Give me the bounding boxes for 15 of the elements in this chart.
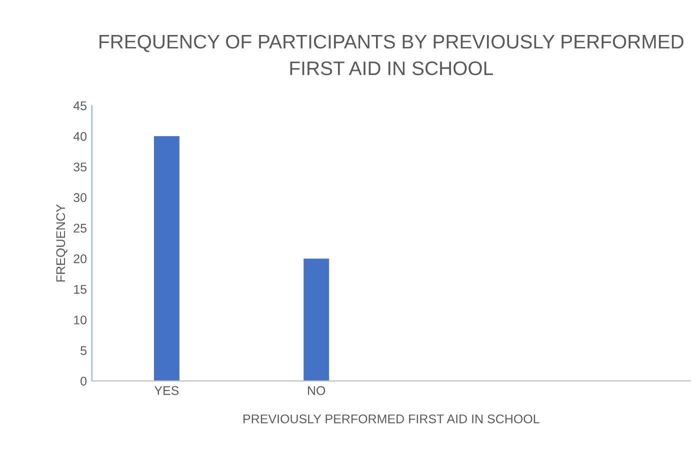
y-tick-label: 30	[74, 193, 87, 202]
y-tick-label: 20	[74, 254, 87, 264]
y-axis-title: FREQUENCY	[56, 204, 68, 282]
y-tick-label: 45	[73, 102, 86, 110]
x-axis-title: PREVIOUSLY PERFORMED FIRST AID IN SCHOOL	[244, 414, 540, 424]
y-tick-label: 5	[80, 346, 86, 356]
y-tick-label: 15	[74, 285, 86, 294]
chart-title: FREQUENCY OF PARTICIPANTS BY PREVIOUSLY PERFORMED FIRST AID IN SCHOOL	[100, 34, 684, 76]
y-tick-label: 40	[73, 132, 87, 141]
x-tick-label: YES	[154, 386, 179, 396]
y-tick-label: 25	[74, 224, 86, 233]
y-tick-label: 35	[74, 162, 86, 172]
y-tick-label: 0	[80, 376, 87, 386]
x-tick-label: NO	[308, 386, 326, 396]
y-tick-label: 10	[74, 316, 87, 324]
